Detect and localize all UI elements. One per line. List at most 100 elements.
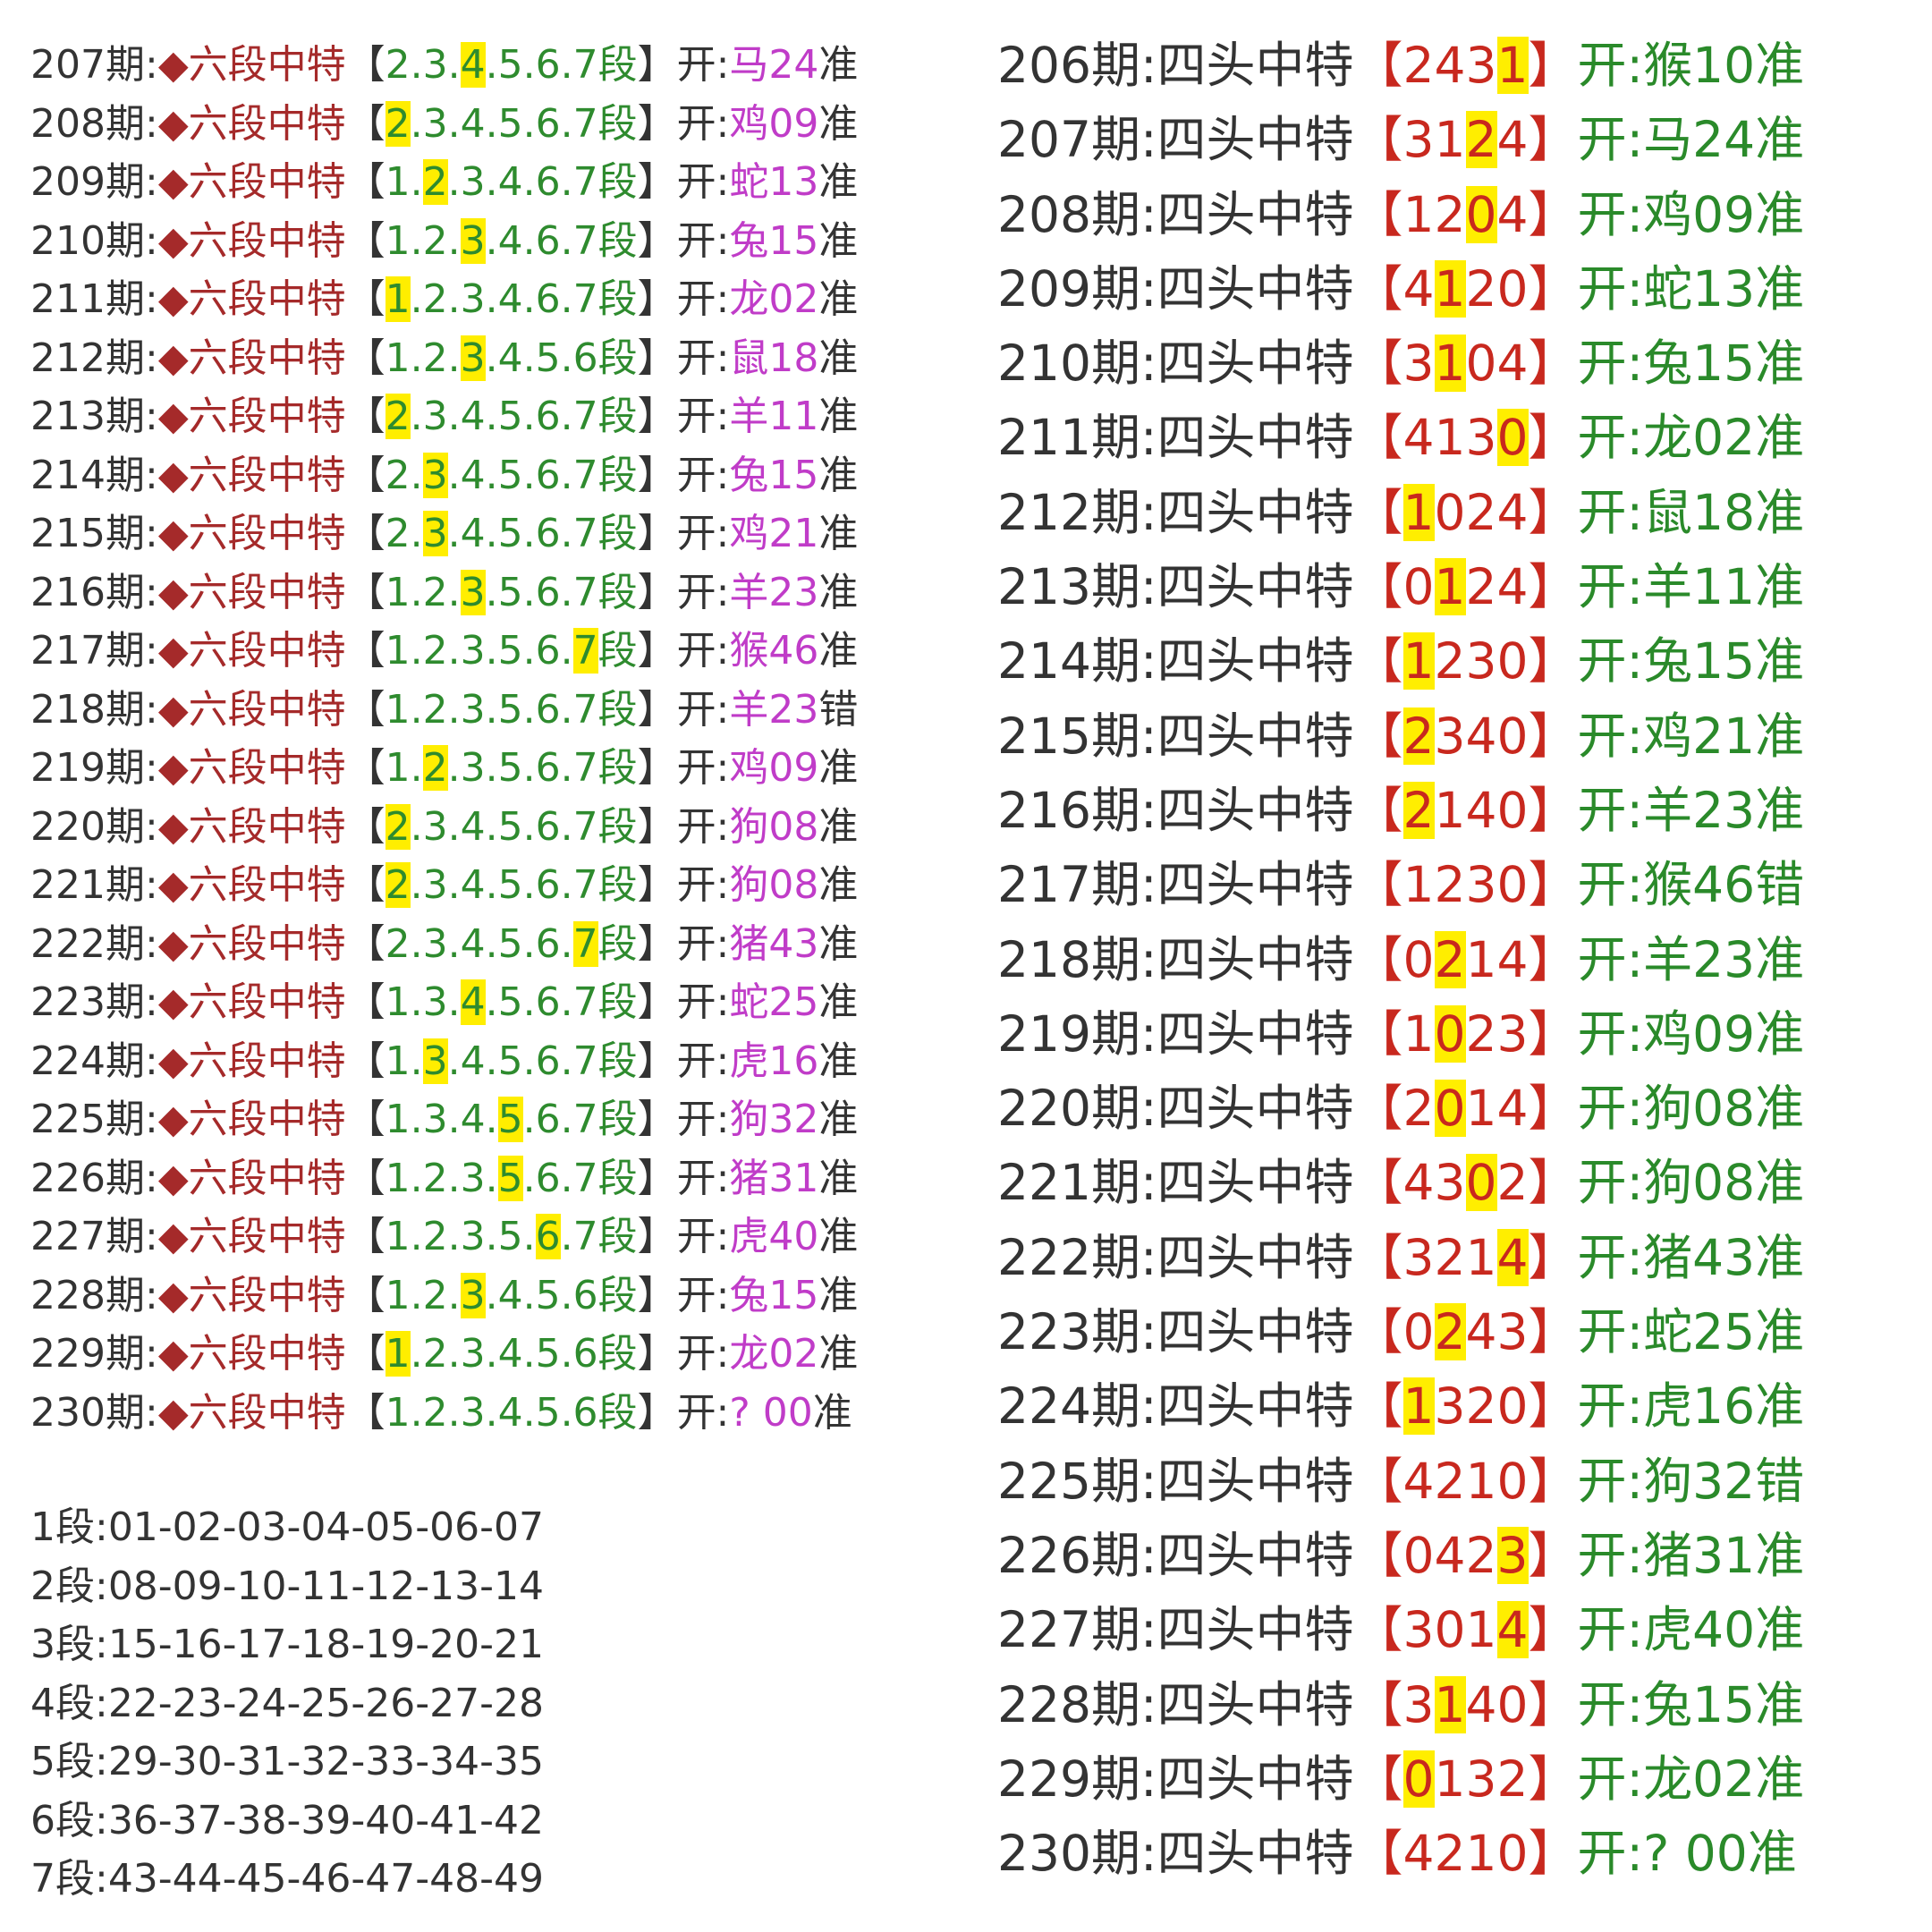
entry-row: 227期:四头中特【3014】开:虎40准 — [997, 1593, 1804, 1667]
draw: 蛇25 — [1643, 1303, 1756, 1361]
code-part: .5.6.7段 — [485, 569, 638, 615]
tag: ◆六段中特 — [157, 452, 346, 498]
code: 0124 — [1403, 558, 1529, 616]
draw: 羊11 — [1643, 558, 1756, 616]
hit-digit: 1 — [385, 1331, 411, 1377]
issue: 215期: — [30, 511, 158, 556]
bracket-close: 】 — [1528, 856, 1578, 914]
issue: 217期: — [30, 628, 158, 674]
verdict: 准 — [818, 1038, 859, 1084]
entry-row: 212期:四头中特【1024】开:鼠18准 — [997, 476, 1804, 550]
code-part: 40 — [1465, 1675, 1529, 1733]
bracket-close: 】 — [1528, 1004, 1578, 1063]
open-label: 开: — [676, 569, 730, 615]
open-label: 开: — [1577, 1377, 1644, 1436]
hit-digit: 4 — [460, 42, 486, 88]
code-part: 2. — [385, 511, 423, 556]
verdict: 准 — [1755, 1377, 1805, 1436]
verdict: 准 — [1755, 707, 1805, 765]
issue: 211期: — [30, 276, 158, 322]
bracket-open: 【 — [1353, 1825, 1403, 1883]
hit-digit: 0 — [1434, 1004, 1466, 1063]
verdict: 准 — [818, 452, 859, 498]
code: 1204 — [1403, 185, 1529, 243]
draw: 兔15 — [729, 217, 819, 264]
draw: 兔15 — [1643, 632, 1756, 691]
verdict: 准 — [1755, 1080, 1805, 1138]
entry-row: 210期:四头中特【3104】开:兔15准 — [997, 326, 1804, 401]
tag: ◆六段中特 — [157, 159, 346, 205]
code-part: 14 — [1465, 930, 1529, 988]
draw: 蛇13 — [729, 159, 819, 205]
open-label: 开: — [1577, 1228, 1644, 1286]
code: 1.2.3.4.5.6段 — [386, 1272, 638, 1318]
tag: ◆六段中特 — [157, 1214, 346, 1259]
draw: 狗08 — [1643, 1154, 1756, 1212]
draw: 兔15 — [1643, 1675, 1756, 1733]
code-part: 4210 — [1402, 1452, 1529, 1510]
issue: 229期: — [997, 1750, 1157, 1808]
code-part: 1.2.3.5.6. — [385, 628, 573, 674]
code: 3014 — [1403, 1601, 1529, 1659]
verdict: 错 — [818, 686, 859, 733]
bracket-open: 【 — [345, 1331, 386, 1377]
draw: 鸡09 — [729, 100, 819, 147]
entry-row: 218期:四头中特【0214】开:羊23准 — [997, 923, 1804, 997]
tag: 四头中特 — [1157, 856, 1354, 914]
bracket-open: 【 — [1353, 1675, 1403, 1733]
issue: 212期: — [30, 335, 158, 381]
entry-row: 223期:四头中特【0243】开:蛇25准 — [997, 1295, 1804, 1369]
tag: ◆六段中特 — [157, 394, 346, 439]
tag: ◆六段中特 — [157, 511, 346, 556]
open-label: 开: — [1577, 856, 1644, 914]
verdict: 准 — [812, 1389, 852, 1436]
code: 2.3.4.5.6.7段 — [386, 920, 638, 967]
verdict: 准 — [1755, 1004, 1805, 1063]
verdict: 准 — [818, 569, 859, 615]
code-part: 1.2. — [385, 335, 461, 381]
code-part: 1.2. — [385, 217, 461, 264]
bracket-close: 】 — [1528, 1452, 1578, 1510]
tag: 四头中特 — [1157, 1377, 1354, 1436]
tag: 四头中特 — [1157, 781, 1354, 839]
code: 3140 — [1403, 1675, 1529, 1733]
entry-row: 211期:◆六段中特【1.2.3.4.6.7段】开:龙02准 — [30, 270, 858, 329]
draw: 羊11 — [729, 394, 819, 439]
verdict: 准 — [818, 1097, 859, 1142]
code: 1.3.4.5.6.7段 — [386, 979, 638, 1025]
hit-digit: 1 — [1434, 1675, 1466, 1733]
bracket-close: 】 — [637, 452, 677, 498]
issue: 230期: — [30, 1389, 158, 1436]
bracket-close: 】 — [1528, 1526, 1578, 1584]
entry-row: 214期:四头中特【1230】开:兔15准 — [997, 624, 1804, 699]
bracket-open: 【 — [345, 452, 386, 498]
hit-digit: 3 — [460, 217, 486, 264]
bracket-open: 【 — [345, 1214, 386, 1259]
issue: 219期: — [30, 745, 158, 791]
entry-row: 215期:四头中特【2340】开:鸡21准 — [997, 699, 1804, 774]
open-label: 开: — [676, 979, 730, 1025]
code-part: 0 — [1402, 1303, 1435, 1361]
draw: 鼠18 — [729, 335, 819, 381]
verdict: 准 — [818, 745, 859, 791]
entry-row: 206期:四头中特【2431】开:猴10准 — [997, 29, 1804, 103]
tag: ◆六段中特 — [157, 920, 346, 967]
code-part: .2.3.4.5.6段 — [410, 1331, 638, 1377]
tag: 四头中特 — [1157, 483, 1354, 541]
entry-row: 212期:◆六段中特【1.2.3.4.5.6段】开:鼠18准 — [30, 329, 858, 388]
bracket-close: 】 — [637, 511, 677, 556]
code-part: .7段 — [560, 1214, 638, 1259]
open-label: 开: — [676, 1214, 730, 1259]
tag: 四头中特 — [1157, 1825, 1354, 1883]
bracket-close: 】 — [637, 100, 677, 147]
entry-row: 215期:◆六段中特【2.3.4.5.6.7段】开:鸡21准 — [30, 504, 858, 564]
tag: ◆六段中特 — [157, 1389, 346, 1436]
tag: ◆六段中特 — [157, 1331, 346, 1377]
open-label: 开: — [676, 686, 730, 733]
tag: ◆六段中特 — [157, 628, 346, 674]
verdict: 准 — [818, 394, 859, 439]
bracket-open: 【 — [1353, 632, 1403, 691]
bracket-open: 【 — [345, 100, 386, 147]
open-label: 开: — [1577, 1080, 1644, 1138]
code: 1230 — [1402, 632, 1529, 691]
